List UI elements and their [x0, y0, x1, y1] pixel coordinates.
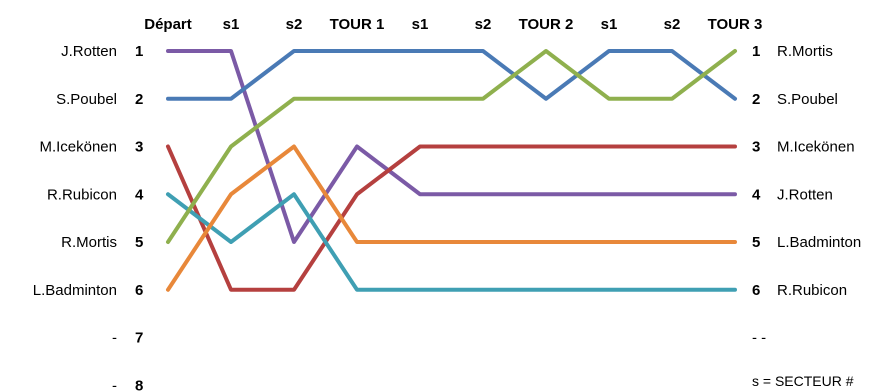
left-driver-name: L.Badminton	[33, 282, 117, 299]
sector-note: s = SECTEUR #	[752, 373, 854, 389]
left-driver-name: R.Mortis	[61, 234, 117, 251]
series-lines	[166, 49, 737, 292]
left-rank-number: 7	[135, 330, 143, 347]
left-rank-number: 3	[135, 139, 143, 156]
left-rank-number: 6	[135, 282, 143, 299]
right-driver-name: R.Rubicon	[777, 282, 847, 299]
checkpoint-label: TOUR 2	[519, 16, 574, 33]
right-driver-name: L.Badminton	[777, 234, 861, 251]
series-line-rotten	[166, 49, 737, 244]
checkpoint-label: Départ	[144, 16, 192, 33]
left-rank-number: 5	[135, 234, 143, 251]
checkpoint-label: TOUR 1	[330, 16, 385, 33]
right-rank-number: 3	[752, 139, 760, 156]
right-rank-number: 5	[752, 234, 760, 251]
series-line-badminton	[166, 144, 737, 292]
right-driver-name: J.Rotten	[777, 186, 833, 203]
right-rank-number: 6	[752, 282, 760, 299]
right-rank-number: 2	[752, 91, 760, 108]
checkpoint-header: Départ s1 s2 TOUR 1 s1 s2 TOUR 2 s1 s2 TOUR 3	[144, 16, 762, 33]
right-driver-name: S.Poubel	[777, 91, 838, 108]
right-driver-name: M.Icekönen	[777, 139, 855, 156]
left-driver-name: -	[112, 377, 117, 391]
checkpoint-label: TOUR 3	[708, 16, 763, 33]
series-line-rubicon	[166, 192, 737, 292]
left-rank-number: 1	[135, 43, 143, 60]
right-rank-number: 1	[752, 43, 760, 60]
series-line-poubel	[166, 49, 737, 101]
checkpoint-label: s2	[286, 16, 303, 33]
left-rank-number: 2	[135, 91, 143, 108]
start-ranking-labels: J.Rotten 1 S.Poubel 2 M.Icekönen 3 R.Rubicon 4 R…	[33, 43, 144, 391]
checkpoint-label: s1	[601, 16, 618, 33]
left-rank-number: 4	[135, 186, 144, 203]
left-driver-name: S.Poubel	[56, 91, 117, 108]
checkpoint-label: s2	[664, 16, 681, 33]
series-line-mortis	[166, 49, 737, 244]
checkpoint-label: s1	[223, 16, 240, 33]
series-line-icekonen	[166, 144, 737, 292]
final-ranking-labels: 1 R.Mortis 2 S.Poubel 3 M.Icekönen 4 J.Rotten 5 L…	[752, 43, 861, 347]
left-driver-name: -	[112, 330, 117, 347]
left-driver-name: M.Icekönen	[39, 139, 117, 156]
checkpoint-label: s2	[475, 16, 492, 33]
left-rank-number: 8	[135, 377, 143, 391]
right-rank-number: 4	[752, 186, 761, 203]
right-placeholder: - -	[752, 330, 766, 347]
left-driver-name: J.Rotten	[61, 43, 117, 60]
checkpoint-label: s1	[412, 16, 429, 33]
left-driver-name: R.Rubicon	[47, 186, 117, 203]
right-driver-name: R.Mortis	[777, 43, 833, 60]
